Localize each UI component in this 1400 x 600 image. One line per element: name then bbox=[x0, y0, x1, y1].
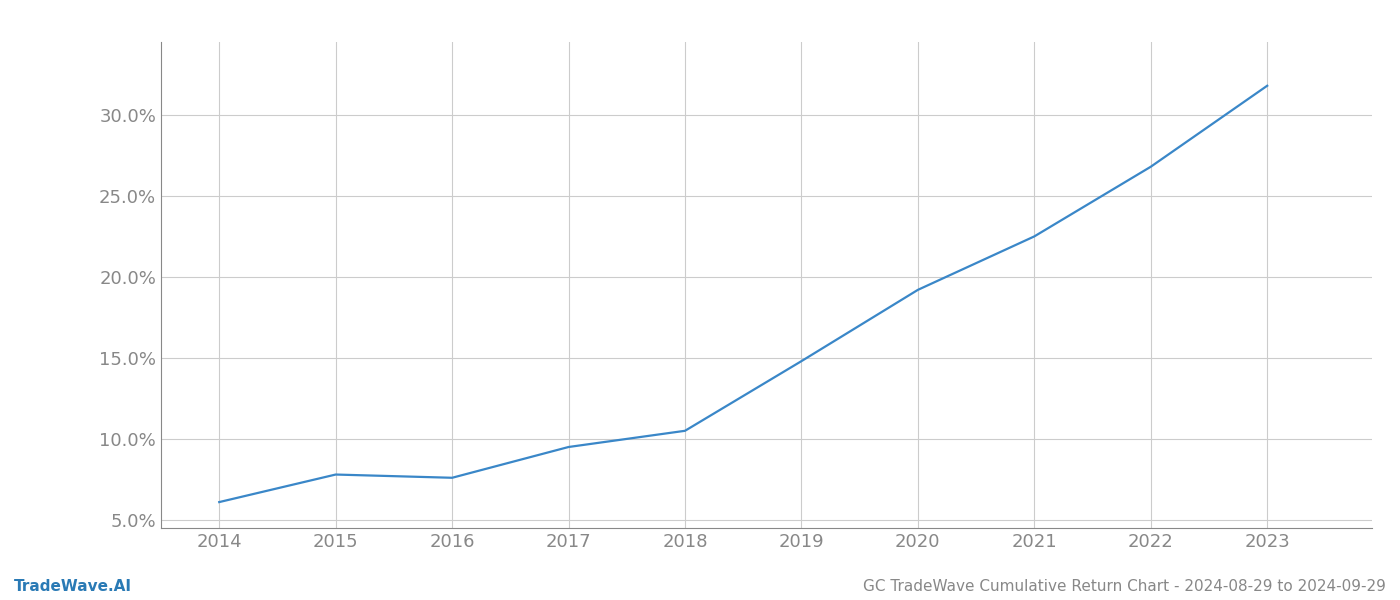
Text: TradeWave.AI: TradeWave.AI bbox=[14, 579, 132, 594]
Text: GC TradeWave Cumulative Return Chart - 2024-08-29 to 2024-09-29: GC TradeWave Cumulative Return Chart - 2… bbox=[864, 579, 1386, 594]
